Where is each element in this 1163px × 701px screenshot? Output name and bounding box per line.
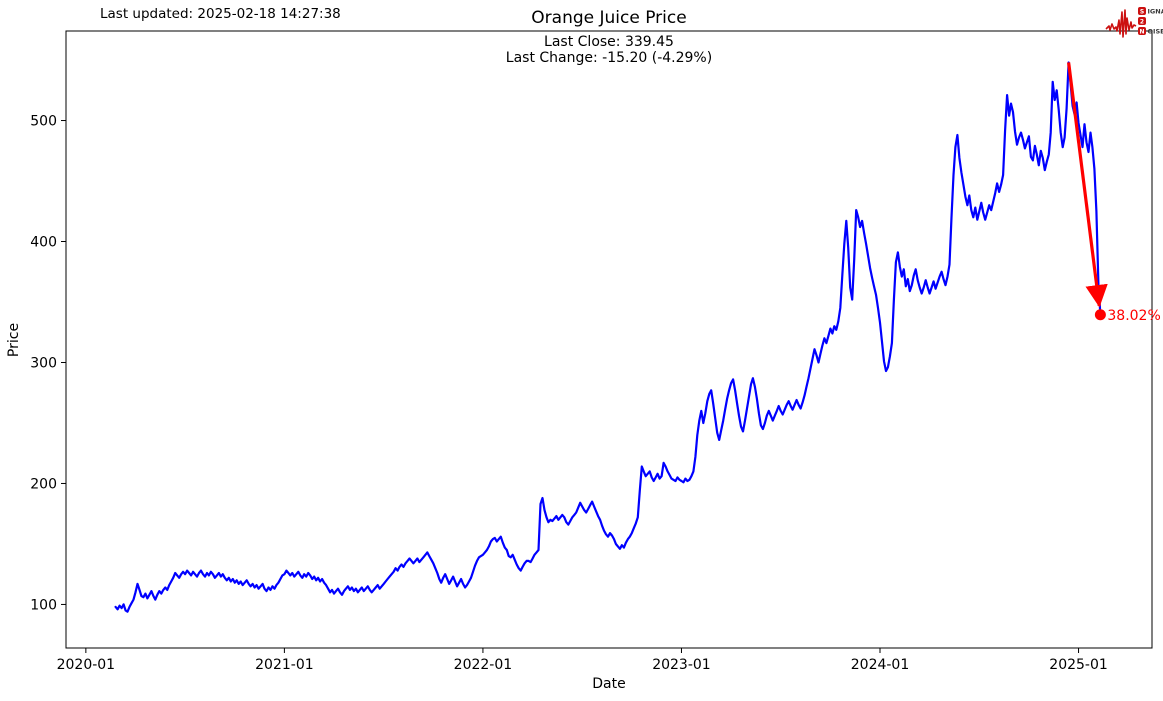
logo-digit-2: 2	[1140, 18, 1144, 25]
y-tick-label: 300	[30, 355, 57, 371]
signal2noise-logo: S IGNAL 2 N OISE	[1105, 7, 1163, 38]
x-axis-label: Date	[592, 676, 625, 692]
y-tick-label: 100	[30, 597, 57, 613]
last-updated-text: Last updated: 2025-02-18 14:27:38	[100, 6, 341, 22]
price-line-series	[114, 61, 1102, 613]
x-tick-label: 2024-01	[851, 657, 910, 673]
drop-arrow	[1067, 62, 1108, 308]
y-tick-label: 200	[30, 476, 57, 492]
last-price-dot	[1094, 309, 1106, 321]
plot-border	[65, 30, 1153, 649]
chart-title: Orange Juice Price	[531, 8, 686, 28]
logo-box-s	[1138, 7, 1146, 15]
drop-percent-label: 38.02%	[1107, 308, 1160, 324]
y-tick-label: 400	[30, 235, 57, 251]
x-tick-label: 2023-01	[652, 657, 711, 673]
drop-annotation: 38.02%	[1067, 62, 1161, 324]
x-tick-label: 2025-01	[1049, 657, 1108, 673]
axis-ticks: 2020-01 2021-01 2022-01 2023-01 2024-01 2025-…	[30, 114, 1108, 673]
logo-waveform-icon	[1105, 9, 1137, 38]
logo-text-row-1: S IGNAL	[1138, 7, 1163, 16]
logo-box-n	[1138, 27, 1146, 35]
logo-letter-s: S	[1140, 8, 1144, 15]
y-tick-label: 500	[30, 114, 57, 130]
logo-text-row-3: N OISE	[1138, 27, 1163, 36]
logo-letter-n: N	[1139, 28, 1144, 35]
y-axis-label: Price	[6, 323, 22, 357]
logo-text-ignal: IGNAL	[1148, 8, 1163, 16]
x-tick-label: 2021-01	[255, 657, 314, 673]
x-tick-label: 2022-01	[454, 657, 513, 673]
logo-box-2	[1138, 17, 1146, 25]
logo-text-row-2: 2	[1138, 17, 1146, 25]
last-change-text: Last Change: -15.20 (-4.29%)	[506, 50, 712, 66]
logo-text-oise: OISE	[1148, 28, 1163, 36]
last-close-text: Last Close: 339.45	[544, 34, 674, 50]
x-tick-label: 2020-01	[57, 657, 116, 673]
